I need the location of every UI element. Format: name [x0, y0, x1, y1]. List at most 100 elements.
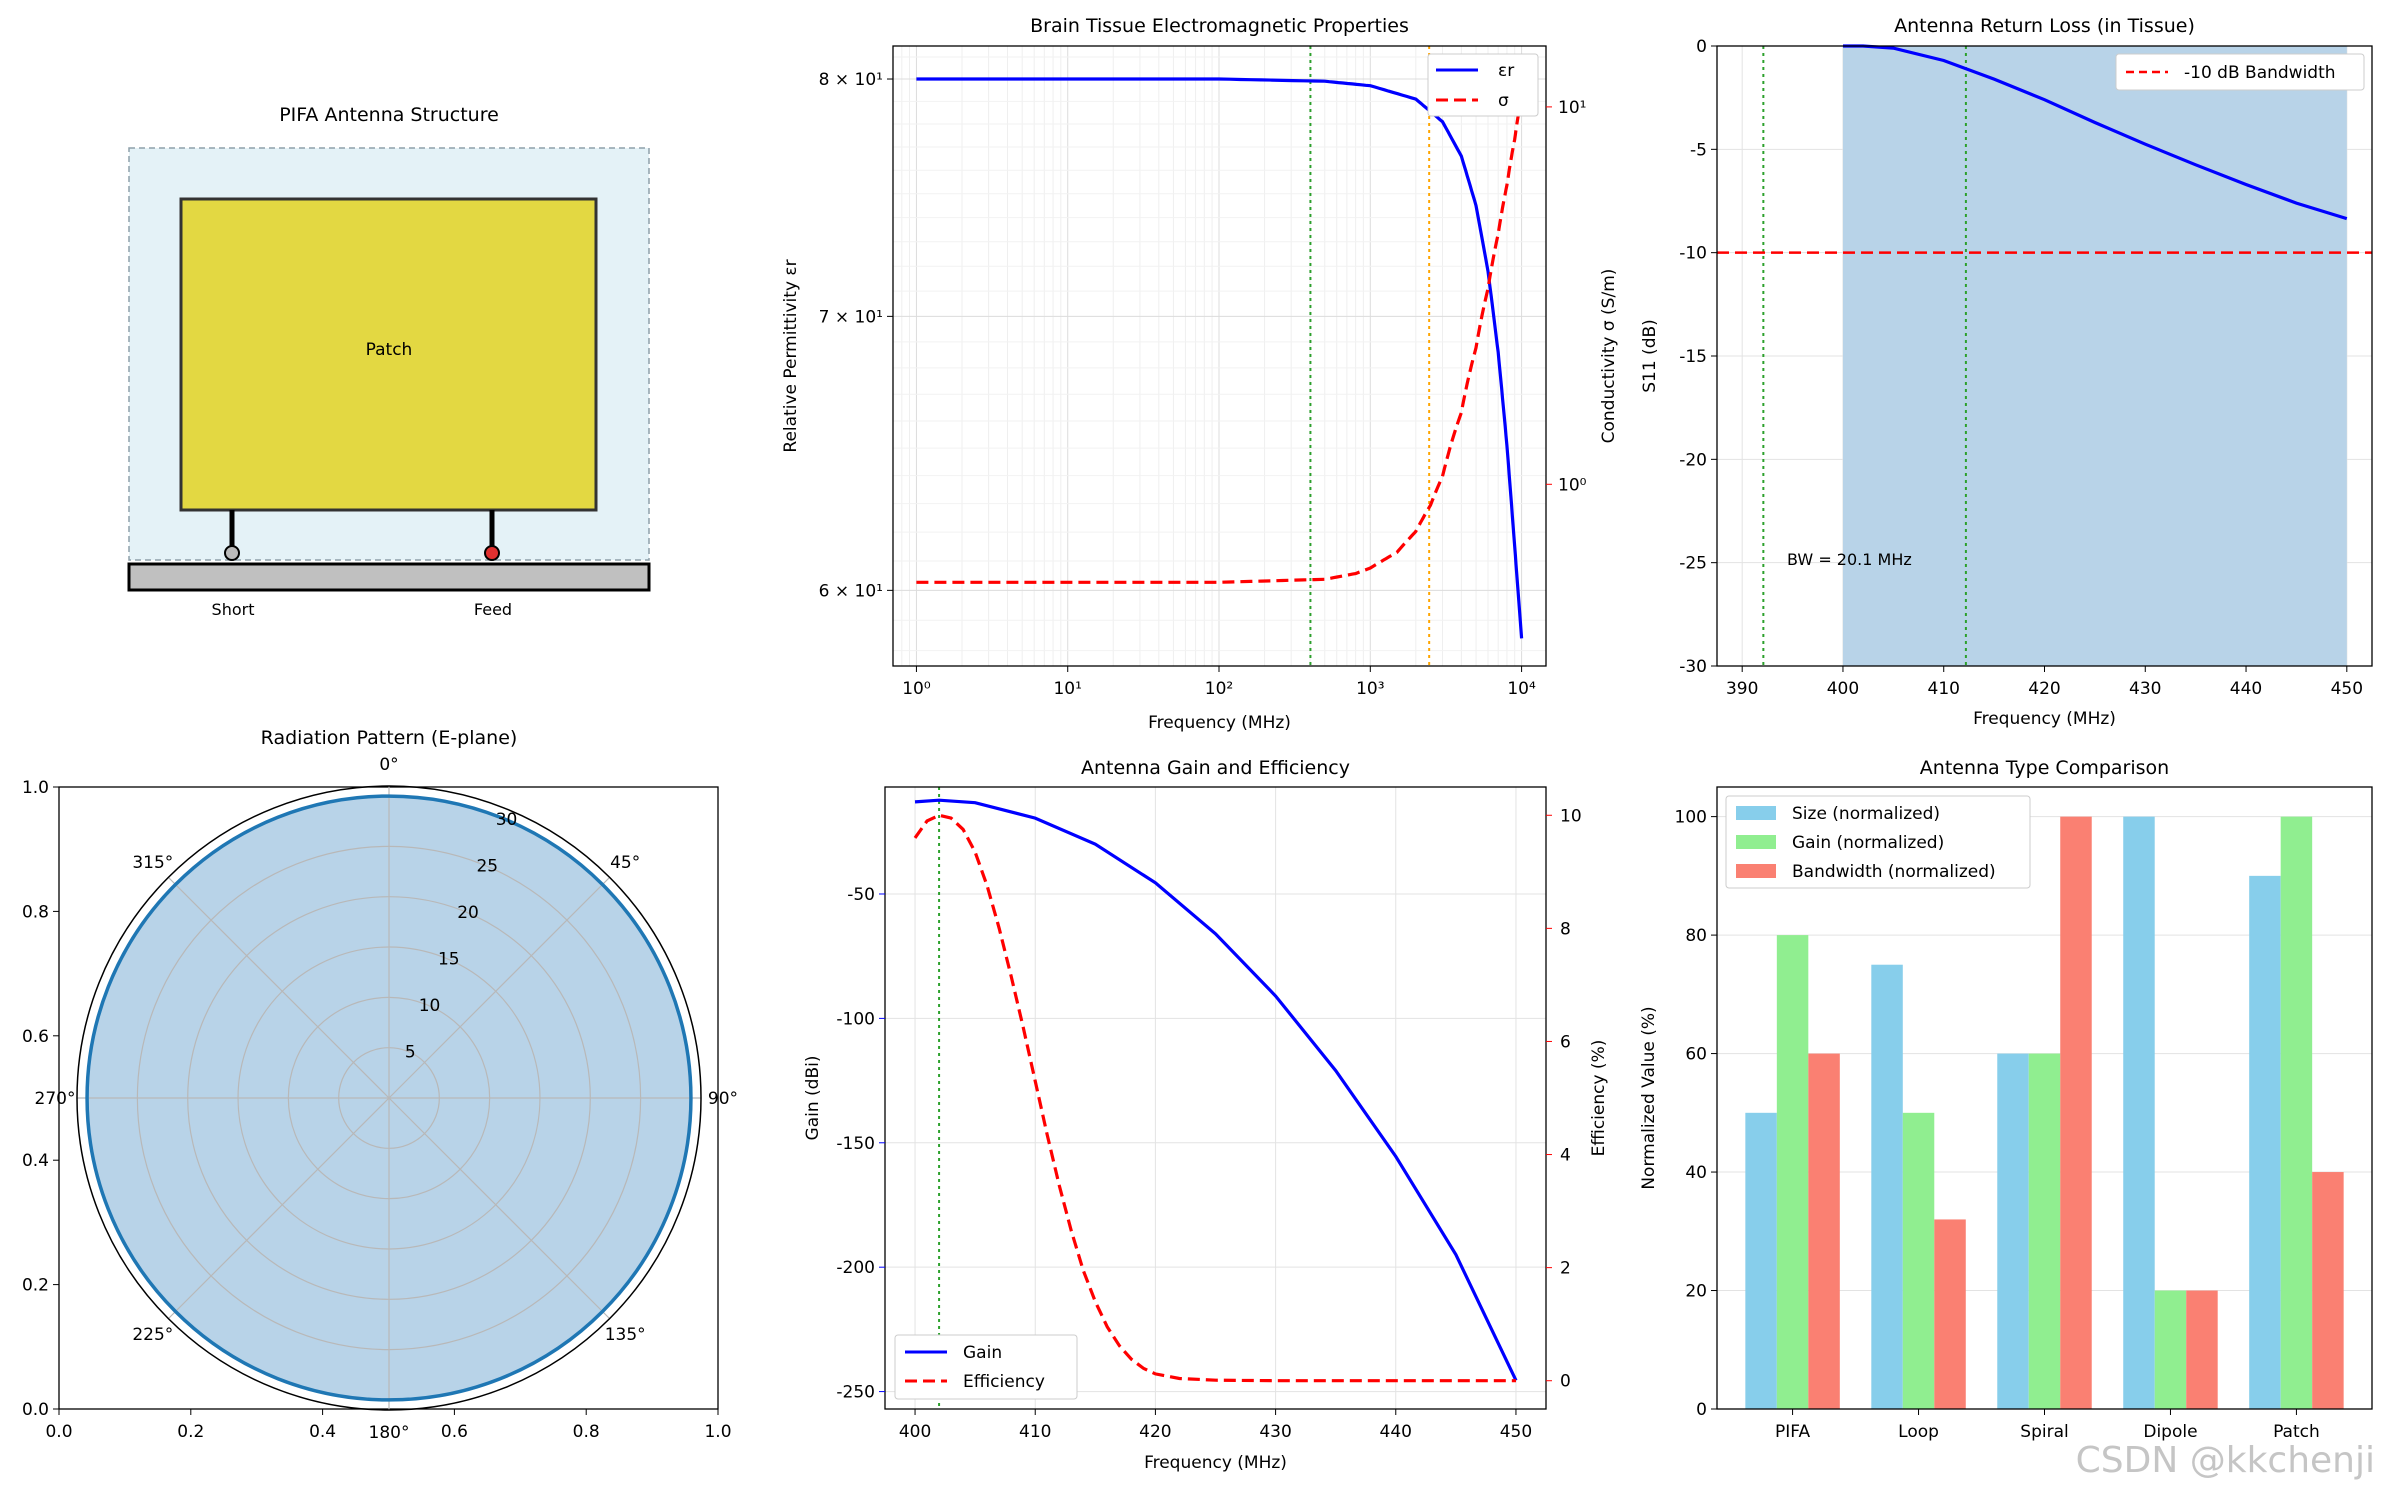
bar [1776, 935, 1809, 1409]
series-conductivity [916, 95, 1524, 584]
x-tick-label: 400 [1827, 679, 1859, 699]
radial-tick-label: 5 [405, 1043, 416, 1063]
y-tick-label: -25 [1679, 554, 1707, 574]
polar-frame [76, 785, 702, 1411]
series-gain [914, 798, 1518, 1382]
y2-tick-label: 8 [1560, 919, 1571, 939]
x-tick-label: 410 [1928, 679, 1960, 699]
y-tick-label: 0.2 [22, 1276, 49, 1296]
bar [1997, 1053, 2029, 1409]
legend-label: Efficiency [963, 1372, 1045, 1392]
legend-swatch [1736, 864, 1776, 878]
gain-xlabel: Frequency (MHz) [1144, 1453, 1287, 1473]
bar [1902, 1112, 1935, 1409]
y2-tick-label: 6 [1560, 1032, 1571, 1052]
x-tick-label: PIFA [1775, 1422, 1810, 1442]
pifa-structure-diagram: PIFA Antenna Structure Patch Short Feed [127, 104, 651, 619]
comparison-title: Antenna Type Comparison [1920, 757, 2169, 779]
comparison-chart: PIFA Loop Spiral Dipole Patch 0 20 40 60 80 100 Ant… [1639, 757, 2373, 1442]
x-tick-label: 10¹ [1053, 679, 1081, 699]
legend-label: Gain (normalized) [1792, 833, 1944, 853]
legend-box [1427, 53, 1539, 117]
y-tick-label: -5 [1690, 140, 1707, 160]
y-tick-label: -250 [836, 1383, 875, 1403]
bar [1871, 964, 1903, 1409]
angular-grid [167, 1097, 390, 1320]
angular-grid [388, 1097, 611, 1320]
angular-grid [167, 876, 390, 1099]
y-tick-label: 1.0 [22, 778, 49, 798]
y2-tick-label: 0 [1560, 1372, 1571, 1392]
tissue-ylabel: Relative Permittivity εr [781, 259, 801, 452]
y2-tick-label: 10¹ [1558, 98, 1586, 118]
series-s11 [1843, 44, 2348, 221]
bar [2280, 816, 2313, 1409]
ground-plane [127, 562, 651, 592]
return-loss-xlabel: Frequency (MHz) [1973, 709, 2116, 729]
bar [2028, 1053, 2061, 1409]
legend-swatch [1736, 835, 1776, 849]
angle-label: 45° [610, 853, 640, 873]
gain-ylabel: Gain (dBi) [803, 1056, 823, 1141]
bar [2312, 1172, 2344, 1409]
y-tick-label: -20 [1679, 450, 1707, 470]
bar [1745, 1112, 1777, 1409]
tissue-legend: εr σ [1427, 53, 1539, 117]
legend-box [2115, 53, 2365, 91]
angle-label: 315° [132, 853, 173, 873]
legend-swatch [1736, 806, 1776, 820]
angle-label: 0° [379, 755, 398, 775]
x-tick-label: 450 [1500, 1422, 1532, 1442]
axes-frame [884, 786, 1547, 1410]
gain-title: Antenna Gain and Efficiency [1081, 757, 1350, 779]
x-tick-label: 0.4 [309, 1422, 336, 1442]
tissue-chart: 10⁰ 10¹ 10² 10³ 10⁴ 6 × 10¹ 7 × 10¹ 8 × 10¹ 10⁰ 1… [781, 15, 1619, 733]
bandwidth-annotation: BW = 20.1 MHz [1787, 550, 1912, 569]
x-tick-label: 0.0 [45, 1422, 72, 1442]
y-tick-label: 8 × 10¹ [819, 70, 883, 90]
x-tick-label: 420 [2028, 679, 2060, 699]
tissue-xlabel: Frequency (MHz) [1148, 713, 1291, 733]
x-tick-label: Loop [1898, 1422, 1939, 1442]
y-tick-label: -50 [847, 885, 875, 905]
x-tick-label: Patch [2273, 1422, 2320, 1442]
gain-legend: Gain Efficiency [894, 1334, 1078, 1400]
bar [2123, 816, 2155, 1409]
feed-point [484, 545, 500, 561]
x-tick-label: 440 [1380, 1422, 1412, 1442]
legend-box [1725, 795, 2031, 889]
x-tick-label: Spiral [2020, 1422, 2068, 1442]
bandwidth-fill [1842, 46, 2347, 666]
tissue-title: Brain Tissue Electromagnetic Properties [1030, 15, 1409, 37]
angle-label: 270° [35, 1089, 76, 1109]
bar [1808, 1053, 1840, 1409]
patch [179, 197, 598, 512]
y-tick-label: 0 [1696, 37, 1707, 57]
y2-tick-label: 2 [1560, 1259, 1571, 1279]
gain-chart: 400 410 420 430 440 450-50-100-150-200-250024… [803, 757, 1609, 1473]
x-tick-label: 410 [1019, 1422, 1051, 1442]
y-tick-label: 0.8 [22, 902, 49, 922]
x-tick-label: Dipole [2143, 1422, 2197, 1442]
y2-tick-label: 10 [1560, 806, 1582, 826]
return-loss-title: Antenna Return Loss (in Tissue) [1894, 15, 2195, 37]
y-tick-label: -10 [1679, 244, 1707, 264]
x-tick-label: 10⁰ [902, 679, 931, 699]
legend-label: εr [1498, 61, 1514, 81]
y-tick-label: 100 [1675, 808, 1707, 828]
y-tick-label: 40 [1685, 1163, 1707, 1183]
bar [2060, 816, 2092, 1409]
pattern-line [85, 794, 693, 1402]
legend-label: Size (normalized) [1792, 804, 1940, 824]
y-tick-label: -30 [1679, 657, 1707, 677]
radial-tick-label: 20 [457, 903, 479, 923]
y-tick-label: -150 [836, 1134, 875, 1154]
bar [2186, 1290, 2218, 1409]
structure-title: PIFA Antenna Structure [279, 104, 499, 126]
comparison-ylabel: Normalized Value (%) [1639, 1006, 1659, 1189]
angle-label: 225° [132, 1325, 173, 1345]
return-loss-legend: -10 dB Bandwidth [2115, 53, 2365, 91]
y-tick-label: -15 [1679, 347, 1707, 367]
short-label: Short [212, 600, 255, 619]
